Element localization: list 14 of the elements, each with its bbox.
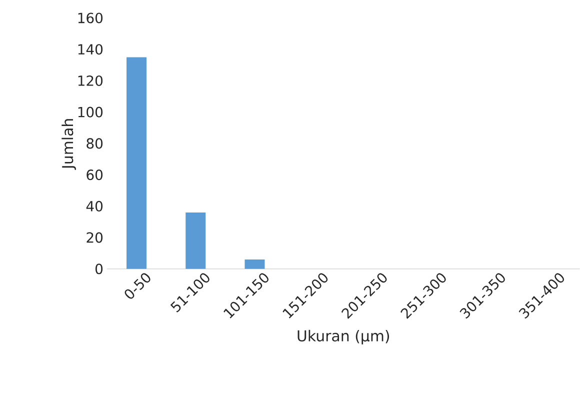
y-tick-label: 80 — [86, 138, 103, 149]
y-tick-label: 100 — [78, 106, 103, 118]
x-axis-title: Ukuran (µm) — [298, 330, 390, 344]
y-tick-label: 40 — [86, 200, 103, 212]
bar — [186, 212, 206, 269]
bar — [244, 260, 265, 269]
y-tick-label: 20 — [86, 232, 103, 243]
y-tick-label: 140 — [78, 44, 103, 55]
y-tick-label: 60 — [86, 170, 103, 180]
bar — [126, 57, 147, 269]
y-tick-label: 120 — [78, 76, 103, 86]
y-tick-label: 160 — [78, 12, 103, 24]
y-axis-title: Jumlah — [62, 119, 76, 170]
y-tick-label: 0 — [96, 264, 103, 274]
